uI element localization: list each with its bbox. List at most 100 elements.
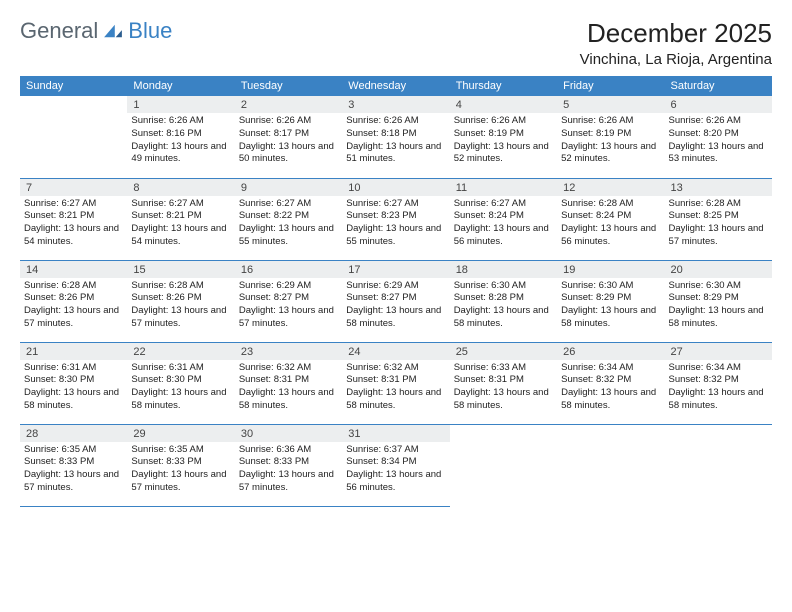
day-details: Sunrise: 6:26 AMSunset: 8:20 PMDaylight:… bbox=[665, 113, 772, 170]
location-text: Vinchina, La Rioja, Argentina bbox=[580, 51, 772, 68]
calendar-cell: 31Sunrise: 6:37 AMSunset: 8:34 PMDayligh… bbox=[342, 424, 449, 506]
weekday-header: Tuesday bbox=[235, 76, 342, 96]
calendar-cell: 6Sunrise: 6:26 AMSunset: 8:20 PMDaylight… bbox=[665, 96, 772, 178]
day-number: 2 bbox=[235, 96, 342, 113]
day-number: 8 bbox=[127, 179, 234, 196]
calendar-cell bbox=[450, 424, 557, 506]
day-number: 4 bbox=[450, 96, 557, 113]
day-number: 16 bbox=[235, 261, 342, 278]
calendar-cell: 14Sunrise: 6:28 AMSunset: 8:26 PMDayligh… bbox=[20, 260, 127, 342]
weekday-header-row: Sunday Monday Tuesday Wednesday Thursday… bbox=[20, 76, 772, 96]
day-details: Sunrise: 6:27 AMSunset: 8:21 PMDaylight:… bbox=[127, 196, 234, 253]
calendar-row: 14Sunrise: 6:28 AMSunset: 8:26 PMDayligh… bbox=[20, 260, 772, 342]
day-details: Sunrise: 6:30 AMSunset: 8:29 PMDaylight:… bbox=[665, 278, 772, 335]
day-number: 7 bbox=[20, 179, 127, 196]
day-details: Sunrise: 6:26 AMSunset: 8:16 PMDaylight:… bbox=[127, 113, 234, 170]
calendar-cell: 15Sunrise: 6:28 AMSunset: 8:26 PMDayligh… bbox=[127, 260, 234, 342]
day-details: Sunrise: 6:29 AMSunset: 8:27 PMDaylight:… bbox=[342, 278, 449, 335]
day-details: Sunrise: 6:30 AMSunset: 8:28 PMDaylight:… bbox=[450, 278, 557, 335]
header: General Blue December 2025 Vinchina, La … bbox=[20, 18, 772, 68]
logo: General Blue bbox=[20, 18, 172, 44]
day-details: Sunrise: 6:36 AMSunset: 8:33 PMDaylight:… bbox=[235, 442, 342, 499]
logo-sail-icon bbox=[102, 23, 124, 39]
logo-text-general: General bbox=[20, 18, 98, 44]
calendar-cell: 4Sunrise: 6:26 AMSunset: 8:19 PMDaylight… bbox=[450, 96, 557, 178]
day-details: Sunrise: 6:27 AMSunset: 8:21 PMDaylight:… bbox=[20, 196, 127, 253]
day-details: Sunrise: 6:28 AMSunset: 8:26 PMDaylight:… bbox=[127, 278, 234, 335]
logo-text-blue: Blue bbox=[128, 18, 172, 44]
title-area: December 2025 Vinchina, La Rioja, Argent… bbox=[580, 18, 772, 68]
day-number: 14 bbox=[20, 261, 127, 278]
day-number: 20 bbox=[665, 261, 772, 278]
calendar-row: 7Sunrise: 6:27 AMSunset: 8:21 PMDaylight… bbox=[20, 178, 772, 260]
day-number: 22 bbox=[127, 343, 234, 360]
day-details: Sunrise: 6:28 AMSunset: 8:26 PMDaylight:… bbox=[20, 278, 127, 335]
calendar-cell: 21Sunrise: 6:31 AMSunset: 8:30 PMDayligh… bbox=[20, 342, 127, 424]
day-details: Sunrise: 6:26 AMSunset: 8:19 PMDaylight:… bbox=[557, 113, 664, 170]
day-details: Sunrise: 6:29 AMSunset: 8:27 PMDaylight:… bbox=[235, 278, 342, 335]
day-number: 31 bbox=[342, 425, 449, 442]
calendar-cell: 12Sunrise: 6:28 AMSunset: 8:24 PMDayligh… bbox=[557, 178, 664, 260]
day-number: 11 bbox=[450, 179, 557, 196]
calendar-body: 1Sunrise: 6:26 AMSunset: 8:16 PMDaylight… bbox=[20, 96, 772, 506]
weekday-header: Wednesday bbox=[342, 76, 449, 96]
day-details: Sunrise: 6:31 AMSunset: 8:30 PMDaylight:… bbox=[20, 360, 127, 417]
calendar-cell: 13Sunrise: 6:28 AMSunset: 8:25 PMDayligh… bbox=[665, 178, 772, 260]
day-number: 27 bbox=[665, 343, 772, 360]
calendar-cell bbox=[20, 96, 127, 178]
day-number: 28 bbox=[20, 425, 127, 442]
calendar-cell: 7Sunrise: 6:27 AMSunset: 8:21 PMDaylight… bbox=[20, 178, 127, 260]
day-details: Sunrise: 6:35 AMSunset: 8:33 PMDaylight:… bbox=[127, 442, 234, 499]
calendar-cell bbox=[665, 424, 772, 506]
calendar-cell: 27Sunrise: 6:34 AMSunset: 8:32 PMDayligh… bbox=[665, 342, 772, 424]
day-details: Sunrise: 6:30 AMSunset: 8:29 PMDaylight:… bbox=[557, 278, 664, 335]
day-number: 25 bbox=[450, 343, 557, 360]
day-number: 6 bbox=[665, 96, 772, 113]
calendar-table: Sunday Monday Tuesday Wednesday Thursday… bbox=[20, 76, 772, 507]
day-details: Sunrise: 6:26 AMSunset: 8:17 PMDaylight:… bbox=[235, 113, 342, 170]
day-details: Sunrise: 6:27 AMSunset: 8:24 PMDaylight:… bbox=[450, 196, 557, 253]
calendar-cell: 23Sunrise: 6:32 AMSunset: 8:31 PMDayligh… bbox=[235, 342, 342, 424]
calendar-row: 28Sunrise: 6:35 AMSunset: 8:33 PMDayligh… bbox=[20, 424, 772, 506]
calendar-cell: 16Sunrise: 6:29 AMSunset: 8:27 PMDayligh… bbox=[235, 260, 342, 342]
day-details: Sunrise: 6:26 AMSunset: 8:19 PMDaylight:… bbox=[450, 113, 557, 170]
calendar-cell: 1Sunrise: 6:26 AMSunset: 8:16 PMDaylight… bbox=[127, 96, 234, 178]
calendar-cell: 2Sunrise: 6:26 AMSunset: 8:17 PMDaylight… bbox=[235, 96, 342, 178]
day-details: Sunrise: 6:26 AMSunset: 8:18 PMDaylight:… bbox=[342, 113, 449, 170]
weekday-header: Sunday bbox=[20, 76, 127, 96]
page-title: December 2025 bbox=[580, 18, 772, 49]
day-number: 21 bbox=[20, 343, 127, 360]
day-details: Sunrise: 6:34 AMSunset: 8:32 PMDaylight:… bbox=[557, 360, 664, 417]
calendar-cell: 24Sunrise: 6:32 AMSunset: 8:31 PMDayligh… bbox=[342, 342, 449, 424]
calendar-cell bbox=[557, 424, 664, 506]
calendar-cell: 3Sunrise: 6:26 AMSunset: 8:18 PMDaylight… bbox=[342, 96, 449, 178]
day-number: 5 bbox=[557, 96, 664, 113]
day-details: Sunrise: 6:28 AMSunset: 8:25 PMDaylight:… bbox=[665, 196, 772, 253]
calendar-cell: 22Sunrise: 6:31 AMSunset: 8:30 PMDayligh… bbox=[127, 342, 234, 424]
day-details: Sunrise: 6:32 AMSunset: 8:31 PMDaylight:… bbox=[235, 360, 342, 417]
calendar-cell: 17Sunrise: 6:29 AMSunset: 8:27 PMDayligh… bbox=[342, 260, 449, 342]
day-number: 17 bbox=[342, 261, 449, 278]
day-details: Sunrise: 6:27 AMSunset: 8:23 PMDaylight:… bbox=[342, 196, 449, 253]
calendar-cell: 29Sunrise: 6:35 AMSunset: 8:33 PMDayligh… bbox=[127, 424, 234, 506]
day-number: 12 bbox=[557, 179, 664, 196]
calendar-row: 1Sunrise: 6:26 AMSunset: 8:16 PMDaylight… bbox=[20, 96, 772, 178]
day-number: 19 bbox=[557, 261, 664, 278]
calendar-cell: 20Sunrise: 6:30 AMSunset: 8:29 PMDayligh… bbox=[665, 260, 772, 342]
calendar-row: 21Sunrise: 6:31 AMSunset: 8:30 PMDayligh… bbox=[20, 342, 772, 424]
calendar-cell: 11Sunrise: 6:27 AMSunset: 8:24 PMDayligh… bbox=[450, 178, 557, 260]
weekday-header: Thursday bbox=[450, 76, 557, 96]
calendar-cell: 5Sunrise: 6:26 AMSunset: 8:19 PMDaylight… bbox=[557, 96, 664, 178]
day-number: 30 bbox=[235, 425, 342, 442]
day-details: Sunrise: 6:28 AMSunset: 8:24 PMDaylight:… bbox=[557, 196, 664, 253]
day-details: Sunrise: 6:35 AMSunset: 8:33 PMDaylight:… bbox=[20, 442, 127, 499]
day-number: 23 bbox=[235, 343, 342, 360]
calendar-cell: 30Sunrise: 6:36 AMSunset: 8:33 PMDayligh… bbox=[235, 424, 342, 506]
calendar-cell: 10Sunrise: 6:27 AMSunset: 8:23 PMDayligh… bbox=[342, 178, 449, 260]
weekday-header: Monday bbox=[127, 76, 234, 96]
day-number: 18 bbox=[450, 261, 557, 278]
day-details: Sunrise: 6:31 AMSunset: 8:30 PMDaylight:… bbox=[127, 360, 234, 417]
day-details: Sunrise: 6:37 AMSunset: 8:34 PMDaylight:… bbox=[342, 442, 449, 499]
day-number: 9 bbox=[235, 179, 342, 196]
calendar-cell: 28Sunrise: 6:35 AMSunset: 8:33 PMDayligh… bbox=[20, 424, 127, 506]
